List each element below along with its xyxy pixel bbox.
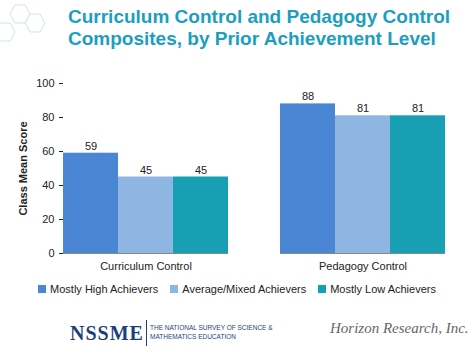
svg-text:88: 88 [302, 90, 314, 102]
svg-text:Pedagogy Control: Pedagogy Control [319, 260, 407, 272]
html-text:Curriculum Control and Pedagog: Curriculum Control and Pedagogy Control … [68, 6, 451, 49]
html-text:Mostly Low Achievers: Mostly Low Achievers [330, 283, 436, 295]
svg-text:80: 80 [42, 111, 54, 123]
svg-text:59: 59 [85, 140, 97, 152]
html-text:Mostly High Achievers: Mostly High Achievers [50, 283, 159, 295]
html-text:Average/Mixed Achievers: Average/Mixed Achievers [182, 283, 307, 295]
svg-text:40: 40 [42, 179, 54, 191]
svg-text:Curriculum Control: Curriculum Control [100, 260, 192, 272]
html-text:Horizon Research, Inc.: Horizon Research, Inc. [330, 320, 469, 336]
svg-text:81: 81 [412, 102, 424, 114]
html-text:NSSME: NSSME [70, 322, 144, 344]
svg-text:Class Mean Score: Class Mean Score [17, 121, 29, 215]
svg-text:45: 45 [195, 164, 207, 176]
svg-text:60: 60 [42, 145, 54, 157]
svg-text:20: 20 [42, 213, 54, 225]
html-text:THE NATIONAL SURVEY OF SCIENCE: THE NATIONAL SURVEY OF SCIENCE & MATHEMA… [150, 324, 273, 340]
svg-text:100: 100 [36, 77, 54, 89]
svg-text:45: 45 [140, 164, 152, 176]
svg-text:81: 81 [357, 102, 369, 114]
svg-text:0: 0 [48, 247, 54, 259]
